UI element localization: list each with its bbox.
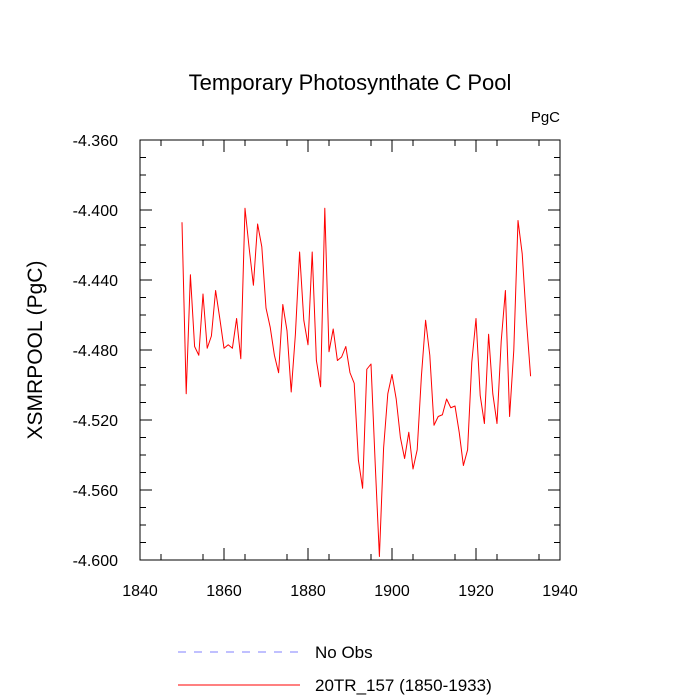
units-label: PgC <box>531 109 560 126</box>
legend-label-20tr-157: 20TR_157 (1850-1933) <box>315 676 492 695</box>
y-tick-label: -4.520 <box>73 413 118 430</box>
x-tick-label: 1940 <box>542 583 578 600</box>
y-tick-label: -4.600 <box>73 553 118 570</box>
y-tick-label: -4.400 <box>73 203 118 220</box>
x-tick-label: 1860 <box>206 583 242 600</box>
axis-tick-labels: 1840 1860 1880 1900 1920 1940 -4.360 -4.400 -4.4… <box>73 133 578 600</box>
series-line-20tr-157-1850-1933 <box>181 207 532 557</box>
legend: No Obs 20TR_157 (1850-1933) <box>178 643 492 695</box>
y-tick-label: -4.560 <box>73 483 118 500</box>
plot-frame <box>139 139 561 561</box>
axis-ticks <box>139 139 561 561</box>
data-series <box>181 207 532 557</box>
x-tick-label: 1900 <box>374 583 410 600</box>
y-axis-label: XSMRPOOL (PgC) <box>24 261 47 440</box>
chart-title: Temporary Photosynthate C Pool <box>189 70 512 95</box>
y-tick-label: -4.440 <box>73 273 118 290</box>
x-tick-label: 1880 <box>290 583 326 600</box>
y-tick-label: -4.360 <box>73 133 118 150</box>
x-tick-label: 1840 <box>122 583 158 600</box>
x-tick-label: 1920 <box>458 583 494 600</box>
legend-label-no-obs: No Obs <box>315 643 373 662</box>
y-tick-label: -4.480 <box>73 343 118 360</box>
